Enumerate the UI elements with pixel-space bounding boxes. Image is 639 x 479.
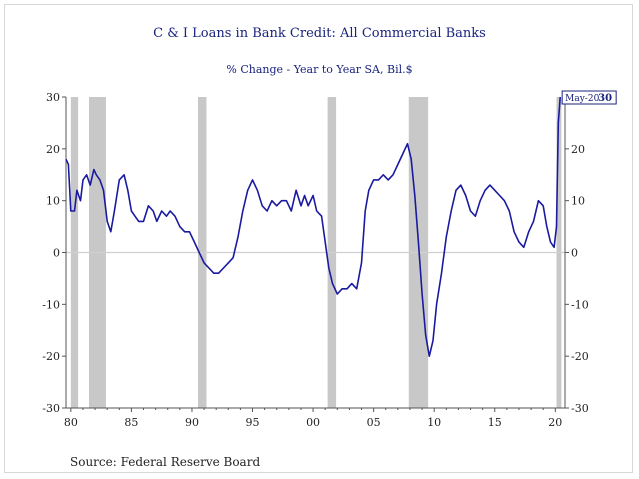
series-line <box>65 96 561 357</box>
y-tick-label-right-2: 10 <box>571 195 585 208</box>
y-tick-label-right-4: -10 <box>571 298 589 311</box>
x-tick-label-5: 05 <box>367 416 381 429</box>
annotation-value: 30 <box>598 93 612 104</box>
x-tick-label-1: 85 <box>124 416 138 429</box>
y-tick-label-right-6: -30 <box>571 402 589 415</box>
y-tick-label-left-0: 30 <box>46 91 60 104</box>
x-tick-label-2: 90 <box>185 416 199 429</box>
y-tick-label-left-3: 0 <box>53 247 60 260</box>
x-tick-label-8: 20 <box>548 416 562 429</box>
x-tick-label-6: 10 <box>427 416 441 429</box>
y-tick-label-left-4: -10 <box>42 298 60 311</box>
chart-title: C & I Loans in Bank Credit: All Commerci… <box>153 26 486 41</box>
chart-frame <box>4 4 633 473</box>
y-tick-label-left-5: -20 <box>42 350 60 363</box>
y-tick-label-right-3: 0 <box>571 247 578 260</box>
x-tick-label-7: 15 <box>488 416 502 429</box>
x-tick-label-3: 95 <box>246 416 260 429</box>
y-tick-label-right-5: -20 <box>571 350 589 363</box>
x-tick-label-4: 00 <box>306 416 320 429</box>
chart-source: Source: Federal Reserve Board <box>70 455 261 469</box>
chart-subtitle: % Change - Year to Year SA, Bil.$ <box>226 63 413 76</box>
y-tick-label-left-1: 20 <box>46 143 60 156</box>
y-tick-label-left-2: 10 <box>46 195 60 208</box>
x-tick-label-0: 80 <box>64 416 78 429</box>
y-tick-label-right-1: 20 <box>571 143 585 156</box>
y-tick-label-left-6: -30 <box>42 402 60 415</box>
annotation-box <box>561 90 617 105</box>
annotation-date: May-20 <box>565 94 599 104</box>
